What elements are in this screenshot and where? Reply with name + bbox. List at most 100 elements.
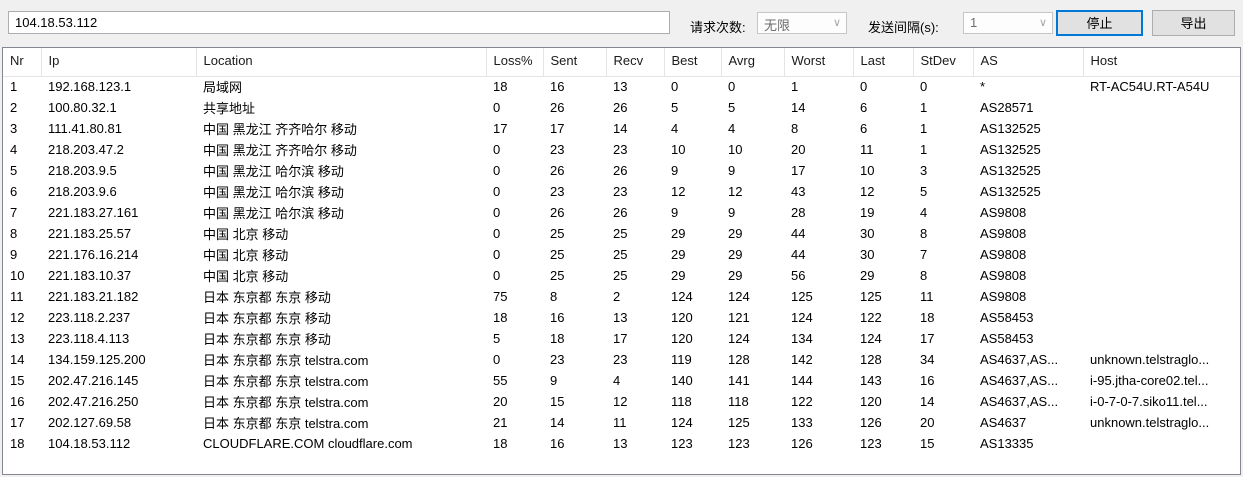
cell-worst: 17	[784, 160, 853, 181]
cell-loss: 0	[486, 265, 543, 286]
column-header-avrg[interactable]: Avrg	[721, 48, 785, 77]
cell-worst: 14	[784, 97, 853, 118]
table-row[interactable]: 8 221.183.25.57 中国 北京 移动 0 25 25 29 29 44 30 8 AS98…	[3, 223, 1240, 244]
cell-sent: 16	[543, 307, 606, 328]
cell-nr: 6	[3, 181, 41, 202]
table-row[interactable]: 5 218.203.9.5 中国 黑龙江 哈尔滨 移动 0 26 26 9 9 17 10 3 AS1…	[3, 160, 1240, 181]
table-row[interactable]: 17 202.127.69.58 日本 东京都 东京 telstra.com 21 14…	[3, 412, 1240, 433]
cell-loss: 18	[486, 433, 543, 454]
cell-location: 日本 东京都 东京 移动	[196, 307, 486, 328]
table-row[interactable]: 9 221.176.16.214 中国 北京 移动 0 25 25 29 29 44 30 7 AS9…	[3, 244, 1240, 265]
table-row[interactable]: 7 221.183.27.161 中国 黑龙江 哈尔滨 移动 0 26 26 9 9 28 19 4…	[3, 202, 1240, 223]
cell-recv: 25	[606, 223, 664, 244]
table-row[interactable]: 11 221.183.21.182 日本 东京都 东京 移动 75 8 2 124 124 12…	[3, 286, 1240, 307]
cell-loss: 0	[486, 223, 543, 244]
cell-nr: 14	[3, 349, 41, 370]
cell-location: 日本 东京都 东京 telstra.com	[196, 349, 486, 370]
cell-as: AS13335	[973, 433, 1083, 454]
cell-recv: 25	[606, 244, 664, 265]
cell-worst: 28	[784, 202, 853, 223]
column-header-worst[interactable]: Worst	[784, 48, 854, 77]
cell-nr: 13	[3, 328, 41, 349]
cell-avrg: 29	[721, 223, 784, 244]
export-button[interactable]: 导出	[1152, 10, 1235, 36]
cell-stdev: 20	[913, 412, 973, 433]
table-row[interactable]: 18 104.18.53.112 CLOUDFLARE.COM cloudflare…	[3, 433, 1240, 454]
cell-stdev: 17	[913, 328, 973, 349]
request-count-select[interactable]: 无限 ∨	[757, 12, 847, 34]
table-row[interactable]: 12 223.118.2.237 日本 东京都 东京 移动 18 16 13 120 121 1…	[3, 307, 1240, 328]
column-header-sent[interactable]: Sent	[543, 48, 607, 77]
column-header-as[interactable]: AS	[973, 48, 1084, 77]
cell-avrg: 4	[721, 118, 784, 139]
cell-last: 12	[853, 181, 913, 202]
column-header-last[interactable]: Last	[853, 48, 914, 77]
cell-as: AS9808	[973, 223, 1083, 244]
cell-best: 10	[664, 139, 721, 160]
table-row[interactable]: 14 134.159.125.200 日本 东京都 东京 telstra.com 0 2…	[3, 349, 1240, 370]
cell-host: RT-AC54U.RT-A54U	[1083, 76, 1240, 97]
cell-avrg: 9	[721, 202, 784, 223]
cell-recv: 23	[606, 349, 664, 370]
cell-as: AS58453	[973, 328, 1083, 349]
cell-nr: 18	[3, 433, 41, 454]
column-header-loss[interactable]: Loss%	[486, 48, 544, 77]
cell-last: 124	[853, 328, 913, 349]
cell-avrg: 141	[721, 370, 784, 391]
cell-best: 9	[664, 202, 721, 223]
column-header-stdev[interactable]: StDev	[913, 48, 974, 77]
cell-location: 日本 东京都 东京 移动	[196, 328, 486, 349]
column-header-location[interactable]: Location	[196, 48, 487, 77]
cell-ip: 202.127.69.58	[41, 412, 196, 433]
cell-recv: 14	[606, 118, 664, 139]
cell-host	[1083, 244, 1240, 265]
cell-ip: 218.203.47.2	[41, 139, 196, 160]
cell-worst: 56	[784, 265, 853, 286]
send-interval-label: 发送间隔(s):	[868, 20, 939, 35]
table-row[interactable]: 15 202.47.216.145 日本 东京都 东京 telstra.com 55 9…	[3, 370, 1240, 391]
column-header-best[interactable]: Best	[664, 48, 722, 77]
cell-recv: 13	[606, 307, 664, 328]
table-row[interactable]: 6 218.203.9.6 中国 黑龙江 哈尔滨 移动 0 23 23 12 12 43 12 5 A…	[3, 181, 1240, 202]
cell-sent: 25	[543, 265, 606, 286]
cell-best: 29	[664, 223, 721, 244]
column-header-host[interactable]: Host	[1083, 48, 1240, 77]
cell-last: 30	[853, 223, 913, 244]
cell-avrg: 5	[721, 97, 784, 118]
chevron-down-icon: ∨	[832, 17, 841, 29]
table-row[interactable]: 16 202.47.216.250 日本 东京都 东京 telstra.com 20 1…	[3, 391, 1240, 412]
cell-best: 29	[664, 244, 721, 265]
cell-last: 19	[853, 202, 913, 223]
cell-nr: 9	[3, 244, 41, 265]
cell-ip: 192.168.123.1	[41, 76, 196, 97]
cell-recv: 4	[606, 370, 664, 391]
cell-loss: 18	[486, 307, 543, 328]
cell-sent: 23	[543, 349, 606, 370]
column-header-recv[interactable]: Recv	[606, 48, 665, 77]
cell-ip: 218.203.9.5	[41, 160, 196, 181]
cell-as: AS9808	[973, 265, 1083, 286]
cell-loss: 0	[486, 139, 543, 160]
table-row[interactable]: 4 218.203.47.2 中国 黑龙江 齐齐哈尔 移动 0 23 23 10 10 20 11…	[3, 139, 1240, 160]
cell-recv: 13	[606, 76, 664, 97]
send-interval-select[interactable]: 1 ∨	[963, 12, 1053, 34]
table-row[interactable]: 2 100.80.32.1 共享地址 0 26 26 5 5 14 6 1 AS28571	[3, 97, 1240, 118]
cell-stdev: 1	[913, 97, 973, 118]
table-row[interactable]: 3 111.41.80.81 中国 黑龙江 齐齐哈尔 移动 17 17 14 4 4 8 6 1 AS…	[3, 118, 1240, 139]
cell-as: AS132525	[973, 118, 1083, 139]
cell-location: 中国 黑龙江 齐齐哈尔 移动	[196, 118, 486, 139]
cell-host	[1083, 433, 1240, 454]
stop-button[interactable]: 停止	[1056, 10, 1143, 36]
table-row[interactable]: 10 221.183.10.37 中国 北京 移动 0 25 25 29 29 56 29 8 AS9…	[3, 265, 1240, 286]
cell-ip: 202.47.216.145	[41, 370, 196, 391]
cell-ip: 104.18.53.112	[41, 433, 196, 454]
column-header-ip[interactable]: Ip	[41, 48, 197, 77]
cell-last: 122	[853, 307, 913, 328]
column-header-nr[interactable]: Nr	[3, 48, 42, 77]
cell-location: 中国 黑龙江 齐齐哈尔 移动	[196, 139, 486, 160]
table-row[interactable]: 13 223.118.4.113 日本 东京都 东京 移动 5 18 17 120 124 13…	[3, 328, 1240, 349]
cell-avrg: 29	[721, 265, 784, 286]
cell-as: AS9808	[973, 286, 1083, 307]
target-host-input[interactable]	[8, 11, 670, 34]
table-row[interactable]: 1 192.168.123.1 局域网 18 16 13 0 0 1 0 0 * RT-AC54U.RT…	[3, 76, 1240, 97]
